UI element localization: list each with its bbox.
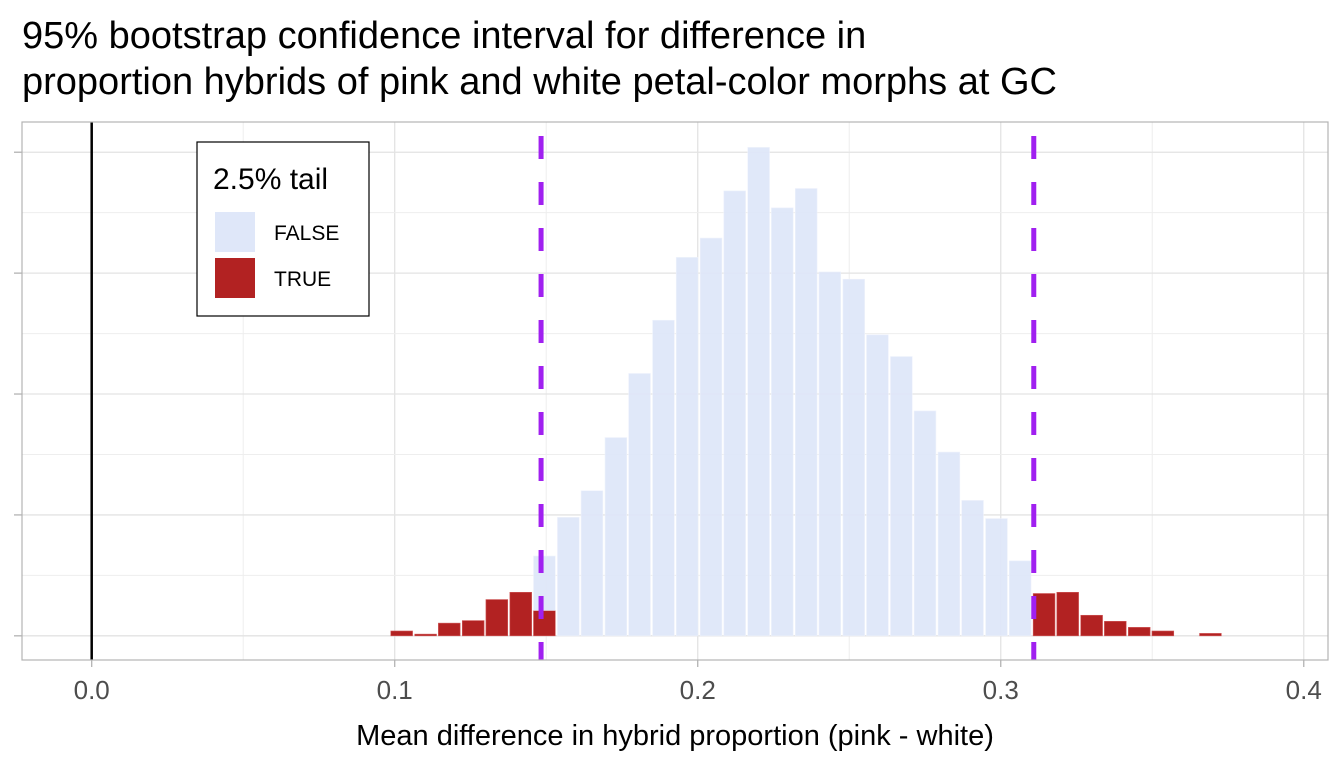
x-axis-title: Mean difference in hybrid proportion (pi… bbox=[356, 720, 994, 752]
bar-false bbox=[818, 271, 842, 637]
bar-true bbox=[390, 630, 413, 637]
bar-true bbox=[1128, 627, 1151, 637]
chart-title-line-1: 95% bootstrap confidence interval for di… bbox=[22, 15, 866, 57]
bar-true bbox=[533, 610, 556, 637]
bar-false bbox=[628, 373, 651, 637]
bar-false bbox=[604, 437, 628, 637]
x-tick-label: 0.3 bbox=[983, 675, 1019, 705]
bar-false bbox=[937, 451, 961, 637]
bar-false bbox=[866, 334, 889, 637]
x-tick-label: 0.4 bbox=[1286, 675, 1322, 705]
bar-false bbox=[675, 257, 699, 637]
legend-label-true: TRUE bbox=[274, 268, 331, 291]
x-tick-label: 0.1 bbox=[377, 675, 413, 705]
x-tick-label: 0.0 bbox=[74, 675, 110, 705]
bar-false bbox=[771, 207, 794, 637]
legend: 2.5% tail FALSE TRUE bbox=[196, 141, 370, 317]
bar-false bbox=[795, 188, 818, 637]
bar-false bbox=[557, 517, 580, 637]
bar-false bbox=[890, 356, 913, 637]
bar-false bbox=[723, 190, 746, 637]
bar-true bbox=[1080, 614, 1103, 637]
bar-false bbox=[842, 278, 865, 637]
bar-false bbox=[747, 147, 770, 637]
legend-label-false: FALSE bbox=[274, 222, 339, 245]
bar-false bbox=[533, 555, 556, 611]
bar-true bbox=[414, 633, 437, 637]
grid-lines bbox=[22, 122, 1328, 660]
bar-true bbox=[485, 599, 509, 637]
bar-false bbox=[1008, 560, 1032, 637]
bars bbox=[390, 147, 1222, 637]
bar-true bbox=[1032, 593, 1056, 637]
bar-false bbox=[580, 490, 604, 637]
bar-true bbox=[461, 620, 485, 637]
bar-true bbox=[1056, 591, 1079, 637]
axis-ticks: 0.0 0.1 0.2 0.3 0.4 bbox=[14, 151, 1322, 705]
chart-title-line-2: proportion hybrids of pink and white pet… bbox=[22, 61, 1057, 103]
bar-true bbox=[438, 622, 461, 637]
legend-key-true bbox=[215, 258, 255, 298]
bar-true bbox=[1199, 633, 1222, 637]
bar-true bbox=[1151, 630, 1175, 637]
bar-false bbox=[961, 500, 984, 637]
reference-lines bbox=[90, 122, 1037, 660]
legend-key-false bbox=[215, 212, 255, 252]
x-tick-label: 0.2 bbox=[680, 675, 716, 705]
bar-false bbox=[985, 518, 1008, 637]
bar-false bbox=[913, 410, 937, 637]
legend-title: 2.5% tail bbox=[213, 163, 328, 196]
bar-true bbox=[509, 591, 532, 637]
bar-true bbox=[1104, 621, 1127, 637]
bar-false bbox=[699, 237, 723, 637]
bar-false bbox=[652, 319, 675, 637]
panel-border bbox=[21, 121, 1329, 661]
